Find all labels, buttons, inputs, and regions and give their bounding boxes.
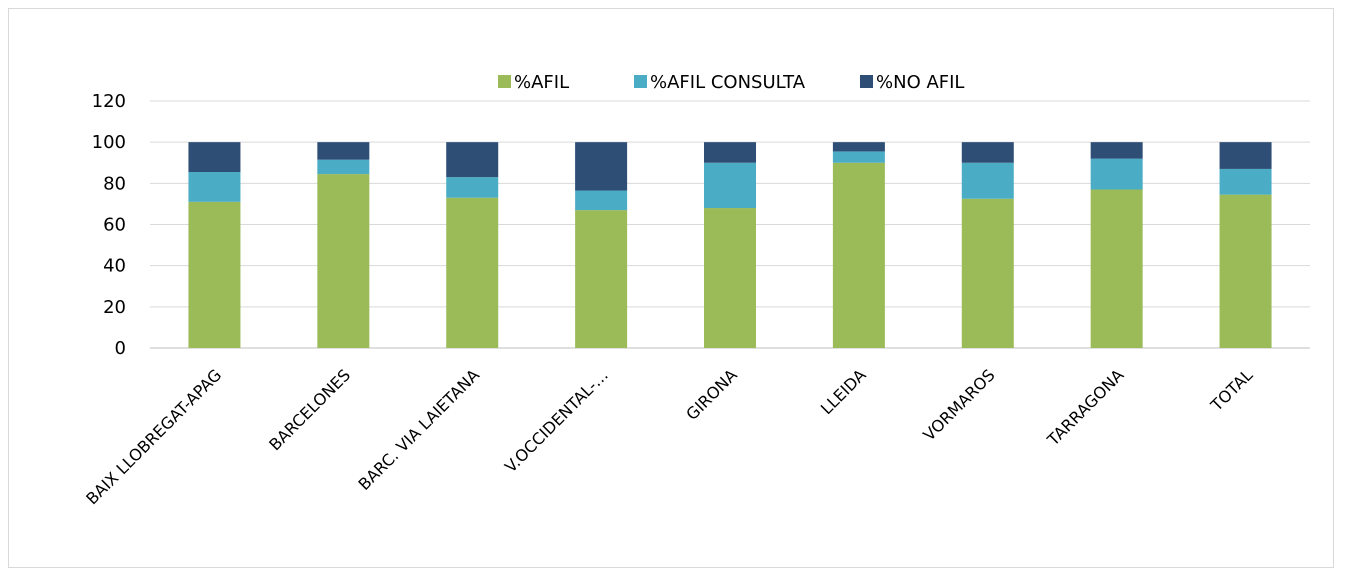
bar-segment-afil bbox=[832, 162, 885, 348]
x-category-label: BARC. VIA LAIETANA bbox=[355, 365, 484, 494]
bar-segment-afil-consulta bbox=[832, 151, 885, 163]
x-category-label: TARRAGONA bbox=[1043, 365, 1128, 450]
bar-segment-afil-consulta bbox=[961, 162, 1014, 199]
x-category-label: BARCELONES bbox=[265, 365, 354, 454]
bar-segment-no-afil bbox=[446, 142, 499, 178]
bars bbox=[188, 142, 1272, 348]
y-tick-label: 0 bbox=[115, 338, 126, 359]
bar-segment-afil-consulta bbox=[575, 190, 628, 211]
x-category-label: LLEIDA bbox=[817, 365, 870, 418]
bar-segment-afil-consulta bbox=[446, 177, 499, 198]
legend-swatch bbox=[860, 75, 873, 88]
bar-segment-afil-consulta bbox=[317, 159, 370, 175]
bar-segment-no-afil bbox=[1219, 142, 1272, 169]
bar-segment-afil bbox=[575, 210, 628, 348]
bar-segment-no-afil bbox=[575, 142, 628, 191]
y-axis: 0 20 40 60 80 100 120 bbox=[92, 91, 126, 359]
x-category-label: BAIX LLOBREGAT-APAG bbox=[82, 365, 225, 508]
bar-segment-afil bbox=[317, 174, 370, 348]
bar-segment-afil bbox=[188, 201, 241, 348]
x-category-label: TOTAL bbox=[1206, 365, 1256, 415]
bar-segment-afil bbox=[446, 197, 499, 348]
legend-label: %NO AFIL bbox=[876, 72, 964, 93]
y-tick-label: 60 bbox=[103, 215, 126, 236]
y-tick-label: 20 bbox=[103, 297, 126, 318]
legend-label: %AFIL CONSULTA bbox=[650, 72, 806, 93]
bar-segment-afil bbox=[1090, 189, 1143, 348]
bar-segment-no-afil bbox=[961, 142, 1014, 163]
x-category-label: V.OCCIDENTAL-… bbox=[501, 365, 612, 476]
x-category-label: VORMAROS bbox=[919, 365, 998, 444]
bar-segment-no-afil bbox=[704, 142, 756, 163]
legend-swatch bbox=[498, 75, 511, 88]
bar-segment-no-afil bbox=[317, 142, 370, 160]
legend-swatch bbox=[634, 75, 647, 88]
bar-segment-afil bbox=[961, 198, 1014, 348]
y-tick-label: 100 bbox=[92, 132, 126, 153]
bar-segment-afil bbox=[704, 208, 756, 348]
bar-segment-afil bbox=[1219, 194, 1272, 348]
bar-segment-afil-consulta bbox=[1090, 158, 1143, 190]
bar-segment-afil-consulta bbox=[704, 162, 756, 209]
y-tick-label: 120 bbox=[92, 91, 126, 112]
legend-label: %AFIL bbox=[514, 72, 569, 93]
bar-segment-no-afil bbox=[1090, 142, 1143, 159]
bar-segment-no-afil bbox=[832, 142, 885, 152]
bar-segment-afil-consulta bbox=[188, 172, 241, 202]
x-axis: BAIX LLOBREGAT-APAG BARCELONES BARC. VIA L… bbox=[82, 365, 1256, 508]
y-tick-label: 80 bbox=[103, 173, 126, 194]
y-tick-label: 40 bbox=[103, 256, 126, 277]
x-category-label: GIRONA bbox=[682, 365, 741, 424]
bar-segment-no-afil bbox=[188, 142, 241, 173]
bar-segment-afil-consulta bbox=[1219, 168, 1272, 195]
legend: %AFIL %AFIL CONSULTA %NO AFIL bbox=[498, 72, 964, 93]
